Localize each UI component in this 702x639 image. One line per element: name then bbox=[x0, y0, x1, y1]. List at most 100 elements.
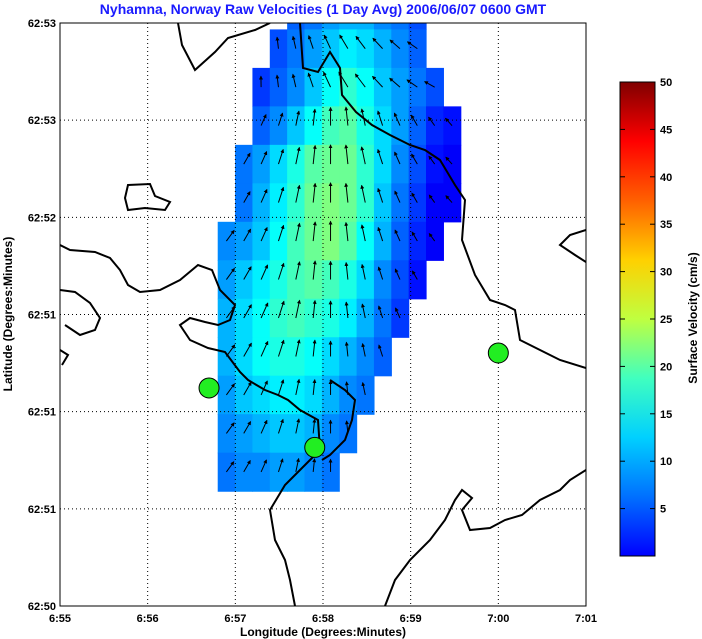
station-marker bbox=[304, 436, 326, 458]
speed-cell bbox=[426, 106, 444, 146]
velocity-arrow bbox=[344, 144, 349, 165]
velocity-arrow bbox=[360, 224, 366, 242]
velocity-arrow bbox=[445, 195, 453, 203]
speed-cell bbox=[443, 183, 462, 223]
velocity-arrow bbox=[344, 106, 349, 126]
speed-cell bbox=[373, 29, 392, 69]
speed-cell bbox=[443, 144, 462, 184]
colorbar-tick-label: 25 bbox=[660, 314, 672, 326]
speed-cell bbox=[391, 29, 410, 69]
velocity-arrow bbox=[344, 420, 349, 434]
velocity-vectors bbox=[225, 34, 453, 473]
speed-cell bbox=[304, 23, 323, 31]
x-tick-label: 6:58 bbox=[312, 613, 334, 625]
speed-cell bbox=[356, 23, 375, 31]
speed-cell bbox=[235, 183, 254, 223]
speed-cell bbox=[269, 29, 288, 69]
speed-cell bbox=[373, 337, 392, 377]
colorbar-tick-label: 35 bbox=[660, 219, 672, 231]
colorbar-tick-label: 15 bbox=[660, 409, 672, 421]
velocity-arrow bbox=[344, 261, 349, 280]
speed-cell bbox=[339, 29, 358, 69]
y-axis-ticks: 62:50 62:51 62:51 62:51 62:52 62:53 62:53 bbox=[28, 18, 56, 613]
speed-cell bbox=[373, 298, 392, 338]
velocity-arrow bbox=[360, 184, 366, 203]
velocity-arrow bbox=[411, 153, 418, 165]
velocity-arrow bbox=[424, 81, 435, 88]
velocity-arrow bbox=[428, 194, 436, 203]
x-tick-label: 6:56 bbox=[137, 613, 159, 625]
velocity-arrow bbox=[295, 222, 301, 242]
velocity-arrow bbox=[312, 418, 317, 434]
speed-cell bbox=[339, 221, 358, 261]
velocity-arrow bbox=[394, 190, 401, 203]
velocity-arrow bbox=[277, 418, 284, 434]
y-tick-label: 62:51 bbox=[28, 310, 56, 322]
speed-cell bbox=[356, 144, 375, 184]
speed-cell bbox=[373, 67, 392, 107]
velocity-arrow bbox=[445, 156, 453, 165]
velocity-arrow bbox=[406, 79, 418, 88]
speed-cell bbox=[304, 221, 323, 261]
speed-cell bbox=[235, 260, 254, 300]
speed-cell bbox=[304, 67, 323, 107]
velocity-arrow bbox=[243, 342, 252, 357]
plot-area bbox=[59, 22, 587, 607]
velocity-arrow bbox=[410, 114, 418, 126]
speed-cell bbox=[217, 452, 236, 492]
colorbar-tick-label: 40 bbox=[660, 172, 672, 184]
x-tick-label: 7:01 bbox=[575, 613, 597, 625]
speed-cell bbox=[269, 260, 288, 300]
speed-cell bbox=[287, 337, 306, 377]
velocity-arrow bbox=[275, 36, 280, 49]
y-tick-label: 62:52 bbox=[28, 212, 56, 224]
velocity-arrow bbox=[295, 339, 301, 357]
velocity-arrow bbox=[312, 221, 317, 242]
speed-cell bbox=[356, 337, 375, 377]
colorbar-tick-label: 50 bbox=[660, 77, 672, 89]
speed-cell bbox=[391, 260, 410, 300]
speed-cell bbox=[235, 298, 254, 338]
velocity-arrow bbox=[360, 263, 366, 280]
speed-cell bbox=[321, 144, 340, 184]
velocity-arrow bbox=[312, 299, 317, 319]
velocity-arrow bbox=[389, 77, 401, 88]
velocity-arrow bbox=[360, 146, 366, 165]
velocity-arrow bbox=[295, 378, 301, 396]
speed-cell bbox=[373, 260, 392, 300]
velocity-arrow bbox=[277, 224, 285, 242]
speed-cell bbox=[408, 183, 427, 223]
velocity-arrow bbox=[428, 116, 436, 126]
chart-title: Nyhamna, Norway Raw Velocities (1 Day Av… bbox=[100, 1, 547, 17]
speed-cell bbox=[252, 337, 271, 377]
velocity-arrow bbox=[243, 191, 251, 203]
station-markers bbox=[198, 342, 509, 458]
speed-cell bbox=[391, 298, 410, 338]
speed-cell bbox=[373, 106, 392, 146]
y-tick-label: 62:53 bbox=[28, 115, 56, 127]
speed-cell bbox=[252, 260, 271, 300]
velocity-arrow bbox=[395, 307, 401, 319]
velocity-arrow bbox=[277, 186, 285, 203]
speed-cell bbox=[339, 23, 358, 31]
velocity-arrow bbox=[295, 146, 301, 165]
speed-cell bbox=[235, 452, 254, 492]
speed-cell bbox=[252, 375, 271, 415]
colorbar-tick-label: 10 bbox=[660, 456, 672, 468]
velocity-arrow bbox=[243, 304, 252, 319]
speed-cell bbox=[373, 183, 392, 223]
velocity-arrow bbox=[277, 458, 284, 473]
velocity-arrow bbox=[260, 459, 267, 473]
speed-cell bbox=[287, 183, 306, 223]
velocity-arrow bbox=[295, 457, 300, 473]
speed-cell bbox=[356, 183, 375, 223]
velocity-arrow bbox=[445, 117, 453, 126]
velocity-arrow bbox=[411, 270, 418, 280]
velocity-arrow bbox=[312, 260, 317, 280]
velocity-arrow bbox=[295, 110, 301, 126]
velocity-arrow bbox=[394, 151, 401, 165]
speed-cell bbox=[391, 221, 410, 261]
velocity-arrow bbox=[406, 41, 418, 50]
velocity-arrow bbox=[243, 420, 252, 434]
velocity-arrow bbox=[225, 344, 236, 357]
